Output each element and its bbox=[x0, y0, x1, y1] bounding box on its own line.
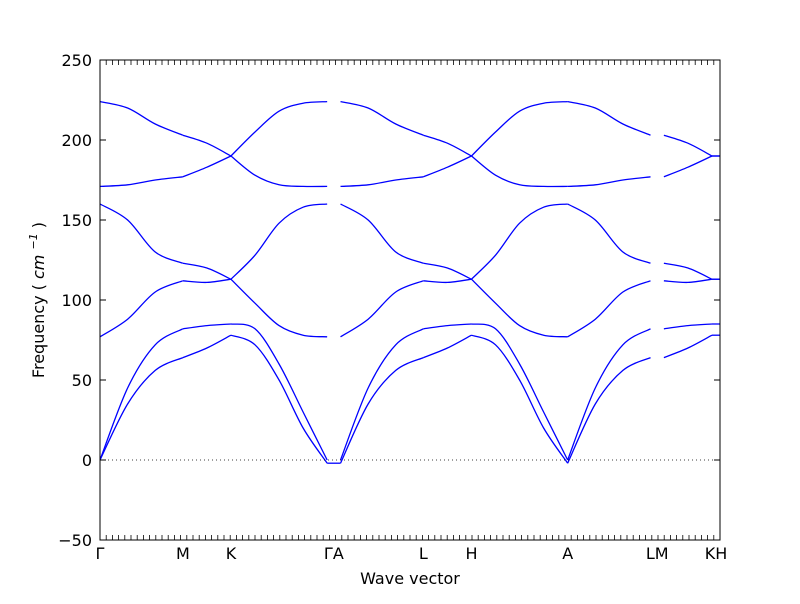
band-line bbox=[423, 278, 472, 284]
plot-frame bbox=[99, 59, 721, 541]
band-line bbox=[663, 134, 713, 157]
y-tick-label: 0 bbox=[82, 451, 92, 470]
band-line bbox=[182, 262, 232, 280]
x-tick-label: M bbox=[176, 544, 190, 563]
band-line bbox=[567, 100, 651, 136]
band-line bbox=[182, 334, 232, 359]
band-line bbox=[182, 134, 232, 157]
band-line bbox=[340, 203, 424, 264]
band-line bbox=[663, 334, 713, 359]
band-line bbox=[471, 323, 569, 461]
x-tick-label: K bbox=[226, 544, 237, 563]
band-line bbox=[99, 176, 183, 188]
y-axis-title: Frequency ( cm −1 ) bbox=[22, 222, 48, 378]
minor-ticks-layer bbox=[99, 60, 721, 540]
y-axis-unit-base: cm bbox=[29, 255, 48, 279]
band-line bbox=[182, 155, 232, 178]
band-line bbox=[423, 155, 472, 178]
band-line bbox=[230, 278, 328, 338]
band-line bbox=[471, 334, 569, 464]
band-line bbox=[663, 323, 713, 330]
y-tick-label: −50 bbox=[58, 531, 92, 550]
band-line bbox=[471, 203, 568, 280]
y-tick-label: 200 bbox=[61, 131, 92, 150]
band-line bbox=[99, 328, 184, 461]
band-line bbox=[567, 357, 651, 464]
y-tick-label: 250 bbox=[61, 51, 92, 70]
band-line bbox=[230, 155, 328, 188]
band-line bbox=[663, 278, 713, 284]
band-line bbox=[339, 357, 424, 464]
band-line bbox=[567, 280, 651, 338]
band-line bbox=[340, 176, 424, 188]
y-ticks-layer: −50 0 50 100 150 200 250 bbox=[58, 51, 720, 550]
band-line bbox=[567, 176, 651, 188]
band-line bbox=[423, 334, 472, 359]
band-line bbox=[339, 328, 424, 461]
band-line bbox=[99, 280, 184, 338]
band-line bbox=[230, 323, 328, 461]
x-tick-label: Γ bbox=[96, 544, 105, 563]
x-tick-label: H bbox=[465, 544, 477, 563]
x-tick-label: A bbox=[562, 544, 573, 563]
band-line bbox=[230, 100, 328, 157]
band-line bbox=[340, 280, 424, 338]
band-line bbox=[230, 334, 328, 464]
x-tick-label: ΓA bbox=[324, 544, 344, 563]
y-axis-title-main: Frequency bbox=[29, 295, 48, 378]
y-axis-unit-exponent: −1 bbox=[27, 233, 40, 249]
band-line bbox=[99, 357, 184, 461]
band-line bbox=[663, 262, 713, 280]
band-line bbox=[471, 100, 568, 157]
band-line bbox=[663, 155, 713, 178]
band-line bbox=[99, 100, 184, 136]
y-tick-label: 50 bbox=[72, 371, 92, 390]
band-line bbox=[471, 155, 568, 188]
x-axis-title: Wave vector bbox=[360, 569, 460, 588]
y-tick-label: 150 bbox=[61, 211, 92, 230]
band-line bbox=[182, 278, 232, 284]
band-line bbox=[567, 203, 651, 264]
x-ticks-layer: Γ M K ΓA L H A LM KH bbox=[96, 544, 728, 563]
band-line bbox=[423, 323, 472, 330]
x-tick-label: L bbox=[419, 544, 428, 563]
band-line bbox=[340, 100, 424, 136]
x-tick-label: LM bbox=[646, 544, 669, 563]
band-line bbox=[471, 278, 568, 338]
band-line bbox=[99, 203, 184, 264]
band-line bbox=[423, 134, 472, 157]
y-tick-label: 100 bbox=[61, 291, 92, 310]
x-tick-label: KH bbox=[705, 544, 728, 563]
band-line bbox=[182, 323, 231, 330]
band-line bbox=[423, 262, 472, 280]
band-line bbox=[230, 203, 328, 280]
band-line bbox=[567, 328, 651, 461]
band-lines-layer bbox=[99, 100, 720, 464]
